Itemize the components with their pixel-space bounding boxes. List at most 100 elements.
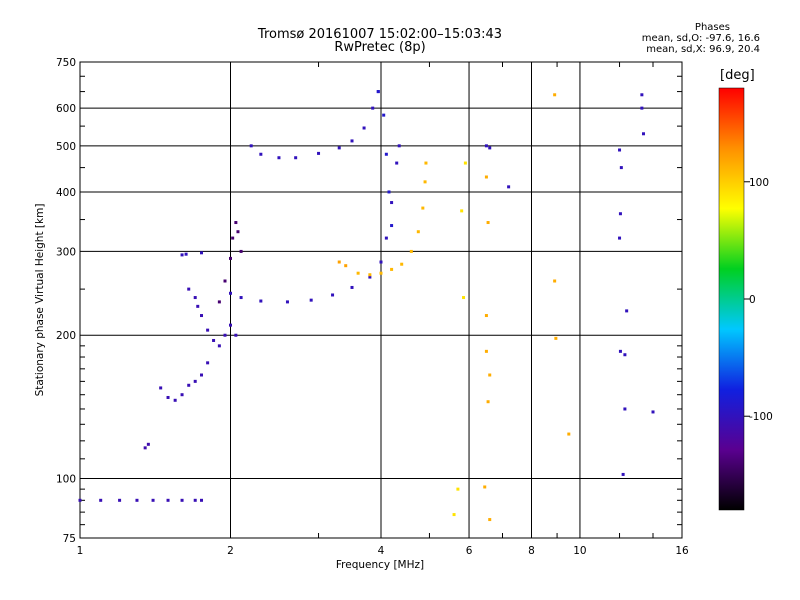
data-point	[484, 314, 488, 318]
data-point	[193, 379, 197, 383]
data-point	[384, 152, 388, 156]
data-point	[423, 180, 427, 184]
phase-stats-o: mean, sd,O: -97.6, 16.6	[641, 33, 760, 44]
data-point	[488, 146, 492, 150]
data-point	[229, 256, 232, 260]
y-tick-label: 500	[56, 141, 76, 153]
data-point	[397, 144, 401, 148]
data-point	[184, 252, 188, 256]
data-point	[371, 106, 375, 110]
data-point	[99, 498, 103, 502]
data-point	[484, 144, 488, 148]
data-point	[236, 230, 240, 234]
data-point	[554, 336, 558, 340]
chart-subtitle: RwPretec (8p)	[334, 40, 426, 55]
data-point	[217, 300, 221, 304]
data-point	[78, 498, 82, 502]
data-point	[623, 353, 627, 357]
data-point	[379, 271, 383, 275]
colorbar-tick-label: -100	[749, 411, 773, 423]
data-point	[239, 249, 243, 253]
data-point	[166, 395, 170, 399]
data-point	[180, 393, 184, 397]
grid-lines	[80, 62, 682, 538]
x-tick-label: 1	[77, 545, 84, 557]
data-point	[640, 93, 644, 97]
y-axis-ticks: 75 100 200 300 400 500 600 750	[56, 57, 682, 545]
data-point	[462, 296, 466, 300]
data-point	[285, 300, 289, 304]
data-point	[483, 485, 487, 489]
data-point	[484, 349, 488, 353]
data-point	[486, 221, 490, 225]
data-point	[553, 279, 557, 283]
data-point	[424, 161, 428, 165]
data-point	[421, 206, 425, 210]
data-point	[294, 156, 298, 160]
phase-stats: Phases mean, sd,O: -97.6, 16.6 mean, sd,…	[610, 22, 760, 55]
data-point	[376, 90, 380, 94]
data-point	[368, 275, 372, 279]
data-point	[249, 144, 253, 148]
data-point	[486, 400, 490, 404]
data-point	[362, 126, 366, 130]
data-point	[456, 487, 460, 491]
data-points	[78, 90, 655, 522]
data-point	[390, 267, 394, 271]
data-point	[118, 498, 122, 502]
data-point	[277, 156, 281, 160]
data-point	[337, 146, 341, 150]
data-point	[625, 309, 629, 313]
data-point	[463, 161, 467, 165]
y-tick-label: 200	[56, 330, 76, 342]
data-point	[173, 398, 177, 402]
data-point	[234, 221, 238, 225]
data-point	[200, 314, 204, 318]
x-axis-ticks: 1 2 4 6 8 10 16	[77, 62, 689, 557]
data-point	[384, 236, 388, 240]
data-point	[159, 386, 163, 390]
data-point	[640, 106, 644, 110]
data-point	[187, 383, 191, 387]
data-point	[488, 518, 492, 522]
data-point	[452, 513, 456, 517]
x-tick-label: 2	[227, 545, 234, 557]
data-point	[416, 230, 420, 234]
data-point	[488, 373, 492, 377]
data-point	[350, 285, 354, 289]
x-tick-label: 16	[675, 545, 689, 557]
data-point	[223, 279, 227, 283]
data-point	[382, 113, 386, 117]
data-point	[619, 166, 623, 170]
y-tick-label: 75	[63, 533, 76, 545]
data-point	[135, 498, 139, 502]
data-point	[196, 304, 200, 308]
data-point	[618, 349, 622, 353]
data-point	[618, 236, 622, 240]
x-tick-label: 6	[466, 545, 473, 557]
colorbar	[718, 87, 745, 511]
data-point	[387, 190, 391, 194]
data-point	[350, 139, 354, 143]
x-tick-label: 8	[528, 545, 535, 557]
data-point	[212, 338, 216, 342]
data-point	[234, 333, 238, 337]
colorbar-tick-label: 100	[749, 177, 769, 189]
x-tick-label: 10	[573, 545, 586, 557]
x-tick-label: 4	[378, 545, 385, 557]
colorbar-title: [deg]	[720, 68, 755, 83]
data-point	[143, 446, 147, 450]
y-tick-label: 400	[56, 187, 76, 199]
data-point	[390, 224, 394, 228]
colorbar-ticks: 100 0 -100	[744, 177, 773, 423]
data-point	[193, 296, 197, 300]
data-point	[217, 344, 221, 348]
data-point	[337, 260, 341, 264]
chart-title: Tromsø 20161007 15:02:00–15:03:43	[257, 27, 503, 42]
data-point	[651, 410, 655, 414]
data-point	[231, 236, 235, 240]
data-point	[641, 132, 645, 136]
data-point	[223, 333, 227, 337]
data-point	[259, 299, 263, 303]
